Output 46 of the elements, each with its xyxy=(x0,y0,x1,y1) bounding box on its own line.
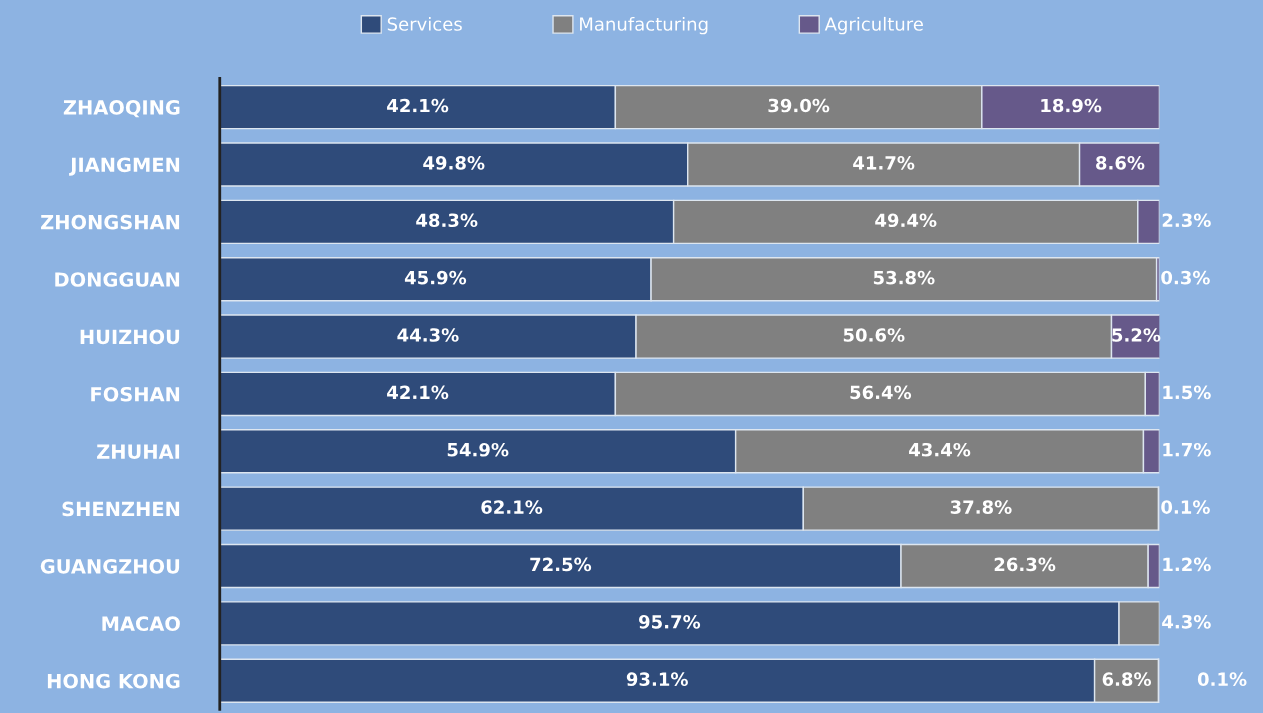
data-label: 45.9% xyxy=(404,270,467,285)
data-label: 44.3% xyxy=(397,328,459,342)
data-label: 1.5% xyxy=(1163,385,1211,400)
data-label: 1.2% xyxy=(1163,557,1211,572)
data-label: 8.6% xyxy=(1096,156,1145,170)
data-label: 95.7% xyxy=(639,614,701,629)
data-label: 0.1% xyxy=(1197,672,1247,686)
y-tick-label: GUANGZHOU xyxy=(40,558,180,574)
y-tick-label: HUIZHOU xyxy=(80,329,180,345)
data-label: 93.1% xyxy=(626,672,688,686)
y-tick-label: ZHUHAI xyxy=(97,444,180,459)
data-label: 54.9% xyxy=(447,442,509,457)
data-label: 1.7% xyxy=(1163,442,1211,457)
data-label: 72.5% xyxy=(530,557,592,572)
y-tick-label: MACAO xyxy=(102,616,180,632)
legend-label: Agriculture xyxy=(824,16,923,35)
data-label: 5.2% xyxy=(1112,328,1161,342)
data-label: 62.1% xyxy=(481,500,543,514)
data-label: 43.4% xyxy=(909,442,971,457)
data-label: 26.3% xyxy=(994,557,1056,572)
legend-label: Services xyxy=(387,16,462,31)
data-label: 37.8% xyxy=(950,500,1012,514)
data-label: 56.4% xyxy=(850,385,912,400)
data-label: 4.3% xyxy=(1162,614,1211,629)
y-tick-label: ZHONGSHAN xyxy=(41,214,180,230)
data-label: 41.7% xyxy=(853,156,915,170)
data-label: 50.6% xyxy=(843,328,905,342)
legend-label: Manufacturing xyxy=(580,16,708,35)
y-tick-label: FOSHAN xyxy=(91,386,180,402)
data-label: 49.4% xyxy=(875,213,937,228)
data-label: 18.9% xyxy=(1041,98,1102,113)
data-label: 42.1% xyxy=(387,385,449,400)
y-tick-label: HONG KONG xyxy=(47,673,180,689)
data-label: 49.8% xyxy=(423,156,485,170)
y-tick-label: SHENZHEN xyxy=(62,501,180,517)
y-tick-label: ZHAOQING xyxy=(63,100,180,118)
data-label: 39.0% xyxy=(768,98,830,113)
data-label: 42.1% xyxy=(387,98,449,113)
y-tick-label: DONGGUAN xyxy=(55,272,180,287)
data-label: 53.8% xyxy=(873,270,935,285)
data-label: 48.3% xyxy=(416,213,478,228)
data-label: 0.1% xyxy=(1161,500,1210,514)
data-label: 2.3% xyxy=(1162,213,1211,228)
y-tick-label: JIANGMEN xyxy=(69,157,180,176)
data-label: 6.8% xyxy=(1102,672,1152,686)
data-label: 0.3% xyxy=(1161,270,1210,285)
